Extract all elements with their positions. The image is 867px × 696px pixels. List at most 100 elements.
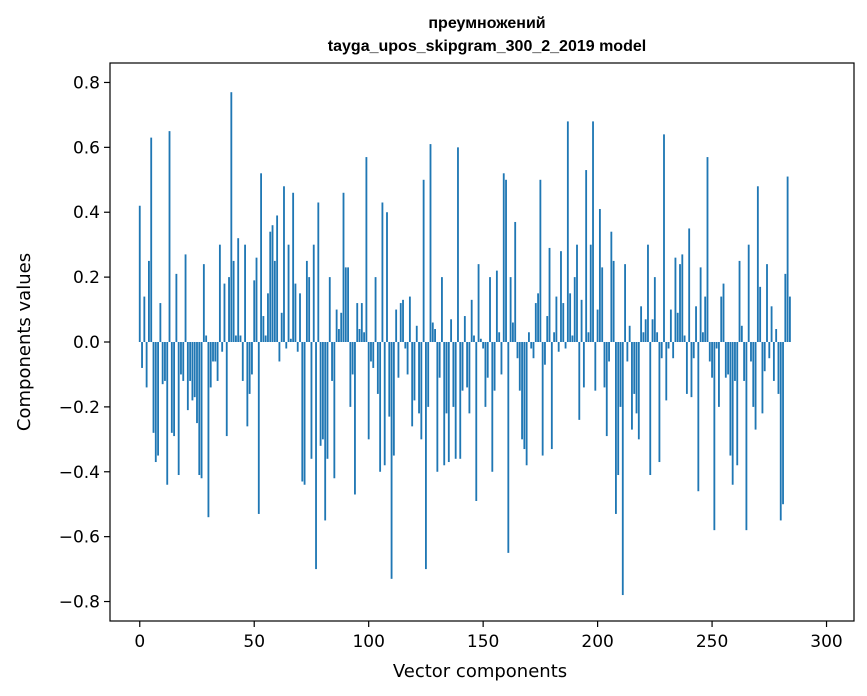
bar-126 (427, 342, 430, 407)
y-tick-label: −0.6 (59, 528, 100, 548)
bar-80 (321, 342, 324, 440)
bar-211 (621, 342, 624, 596)
bar-7 (154, 342, 157, 463)
bar-277 (772, 342, 775, 381)
bar-254 (720, 296, 723, 342)
bar-38 (225, 342, 228, 437)
bar-273 (763, 342, 766, 372)
bar-266 (747, 244, 750, 342)
chart-title: преумножений (428, 15, 545, 32)
bar-206 (610, 231, 613, 342)
bar-91 (347, 267, 349, 342)
bar-44 (239, 335, 242, 342)
bar-280 (779, 342, 782, 521)
bar-117 (406, 342, 409, 375)
bar-161 (507, 342, 510, 553)
bar-53 (260, 173, 262, 342)
bar-207 (612, 260, 615, 342)
bar-159 (502, 173, 505, 342)
bar-129 (434, 329, 436, 342)
bar-251 (713, 342, 716, 531)
bar-283 (786, 176, 789, 342)
bar-96 (358, 329, 361, 342)
bar-217 (635, 342, 638, 414)
bar-15 (173, 342, 176, 437)
bar-75 (310, 342, 313, 459)
bar-222 (647, 244, 649, 342)
bar-138 (454, 342, 457, 459)
bar-124 (422, 179, 425, 342)
bar-175 (539, 179, 542, 342)
bar-54 (262, 316, 265, 342)
bar-5 (150, 137, 153, 342)
bar-110 (390, 342, 393, 579)
bar-212 (624, 264, 626, 342)
bar-230 (665, 342, 668, 401)
bar-89 (342, 192, 345, 342)
bar-77 (315, 342, 317, 570)
bar-42 (234, 335, 237, 342)
bar-216 (633, 342, 636, 394)
bar-46 (244, 244, 246, 342)
bar-209 (617, 342, 620, 476)
bar-118 (408, 296, 411, 342)
bar-197 (589, 244, 592, 342)
bar-29 (205, 335, 208, 342)
bar-223 (649, 342, 652, 476)
bar-248 (706, 157, 709, 342)
bar-62 (280, 312, 283, 342)
bar-103 (374, 277, 377, 342)
bar-10 (161, 342, 164, 385)
bar-21 (186, 342, 189, 411)
bar-105 (379, 342, 382, 472)
bar-26 (198, 342, 201, 476)
bar-127 (429, 144, 432, 342)
bar-119 (411, 342, 414, 427)
x-axis-label: Vector components (393, 661, 567, 682)
bar-146 (473, 335, 475, 342)
bar-258 (729, 342, 732, 456)
bar-104 (376, 342, 379, 394)
bar-172 (532, 342, 535, 359)
bar-0 (138, 205, 141, 342)
bar-166 (518, 342, 521, 391)
bar-33 (214, 342, 217, 362)
bar-25 (196, 342, 198, 424)
bar-69 (296, 342, 299, 352)
bar-136 (450, 319, 453, 342)
y-axis-ticks: 0.8 0.6 0.4 0.2 0.0 −0.2 −0.4 −0.6 −0.8 (59, 73, 110, 613)
bar-13 (168, 131, 171, 342)
bar-97 (360, 303, 363, 342)
bar-66 (289, 338, 292, 342)
bar-149 (479, 338, 482, 342)
bar-132 (441, 277, 443, 342)
bar-133 (443, 342, 446, 466)
bar-261 (736, 342, 739, 466)
bar-215 (631, 342, 633, 430)
y-tick-label: −0.8 (59, 593, 100, 613)
bar-171 (530, 342, 533, 349)
bar-94 (354, 342, 356, 495)
y-tick-label: 0.8 (73, 73, 100, 93)
bar-241 (690, 342, 693, 398)
bar-200 (596, 309, 599, 342)
bar-205 (608, 342, 610, 362)
bar-179 (548, 247, 551, 342)
bar-184 (560, 251, 562, 342)
bar-260 (734, 342, 736, 381)
y-tick-label: 0.4 (73, 203, 100, 223)
bar-274 (766, 264, 768, 342)
y-tick-label: −0.4 (59, 463, 100, 483)
bar-176 (541, 342, 544, 456)
x-tick-label: 250 (696, 632, 728, 652)
bar-224 (651, 319, 654, 342)
bar-78 (317, 202, 320, 342)
bar-188 (569, 293, 572, 342)
bar-256 (724, 342, 727, 378)
bar-58 (271, 225, 274, 342)
bar-106 (381, 202, 384, 342)
bar-6 (152, 342, 155, 433)
bar-12 (166, 342, 169, 485)
bar-2 (143, 296, 146, 342)
